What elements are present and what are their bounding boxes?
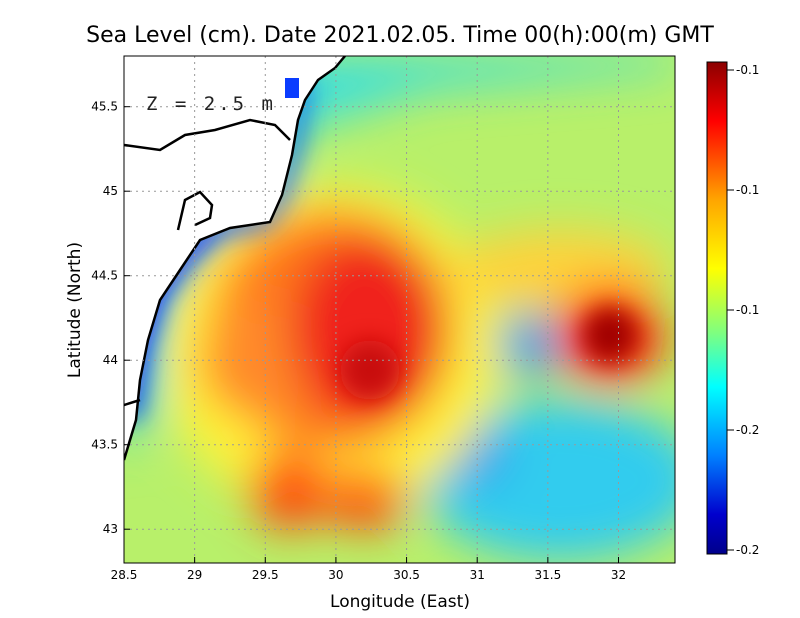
heatmap-field — [124, 56, 675, 563]
x-tick-label: 29 — [187, 568, 202, 582]
red-core — [290, 235, 450, 425]
inland-border — [124, 118, 291, 152]
y-tick-label: 44 — [103, 353, 118, 367]
colorbar-tick-label: -0.2 — [736, 543, 759, 557]
colorbar-tick-label: -0.1 — [736, 303, 759, 317]
land-mass — [124, 56, 345, 460]
x-tick-label: 29.5 — [252, 568, 279, 582]
x-axis-label: Longitude (East) — [330, 592, 470, 612]
blue-eddy-center — [495, 315, 565, 375]
x-tick-label: 31.5 — [534, 568, 561, 582]
blue-coastal-strip — [124, 80, 310, 420]
red-core-inner — [340, 340, 400, 400]
x-tick-label: 31 — [470, 568, 485, 582]
y-tick-label: 44.5 — [91, 269, 118, 283]
colorbar-tick-label: -0.1 — [736, 183, 759, 197]
y-tick-label: 43.5 — [91, 438, 118, 452]
grid-lines — [124, 56, 675, 563]
colorbar-tick-label: -0.2 — [736, 423, 759, 437]
y-axis-label: Latitude (North) — [65, 242, 85, 378]
colorbar-ticks: -0.1 -0.1 -0.1 -0.2 -0.2 — [727, 63, 759, 557]
y-tick-label: 45.5 — [91, 100, 118, 114]
y-axis-ticks: 43 43.5 44 44.5 45 45.5 — [91, 100, 130, 536]
red-lobe-south-west — [250, 450, 330, 530]
plot-border — [123, 55, 676, 564]
x-axis-ticks: 28.5 29 29.5 30 30.5 31 31.5 32 — [111, 557, 626, 582]
red-lobe-south — [325, 470, 405, 530]
x-tick-label: 30 — [328, 568, 343, 582]
coastline-south — [124, 398, 141, 407]
x-tick-label: 30.5 — [393, 568, 420, 582]
colorbar-tick-label: -0.1 — [736, 63, 759, 77]
colorbar — [706, 61, 728, 555]
y-tick-label: 43 — [103, 522, 118, 536]
chart-title: Sea Level (cm). Date 2021.02.05. Time 00… — [86, 23, 714, 48]
blue-bay — [285, 78, 299, 98]
x-tick-label: 28.5 — [111, 568, 138, 582]
y-tick-label: 45 — [103, 184, 118, 198]
lake-outline — [176, 190, 214, 231]
depth-annotation: Z = 2.5 m — [146, 93, 276, 115]
east-eddy-inner — [582, 307, 638, 363]
x-tick-label: 32 — [611, 568, 626, 582]
